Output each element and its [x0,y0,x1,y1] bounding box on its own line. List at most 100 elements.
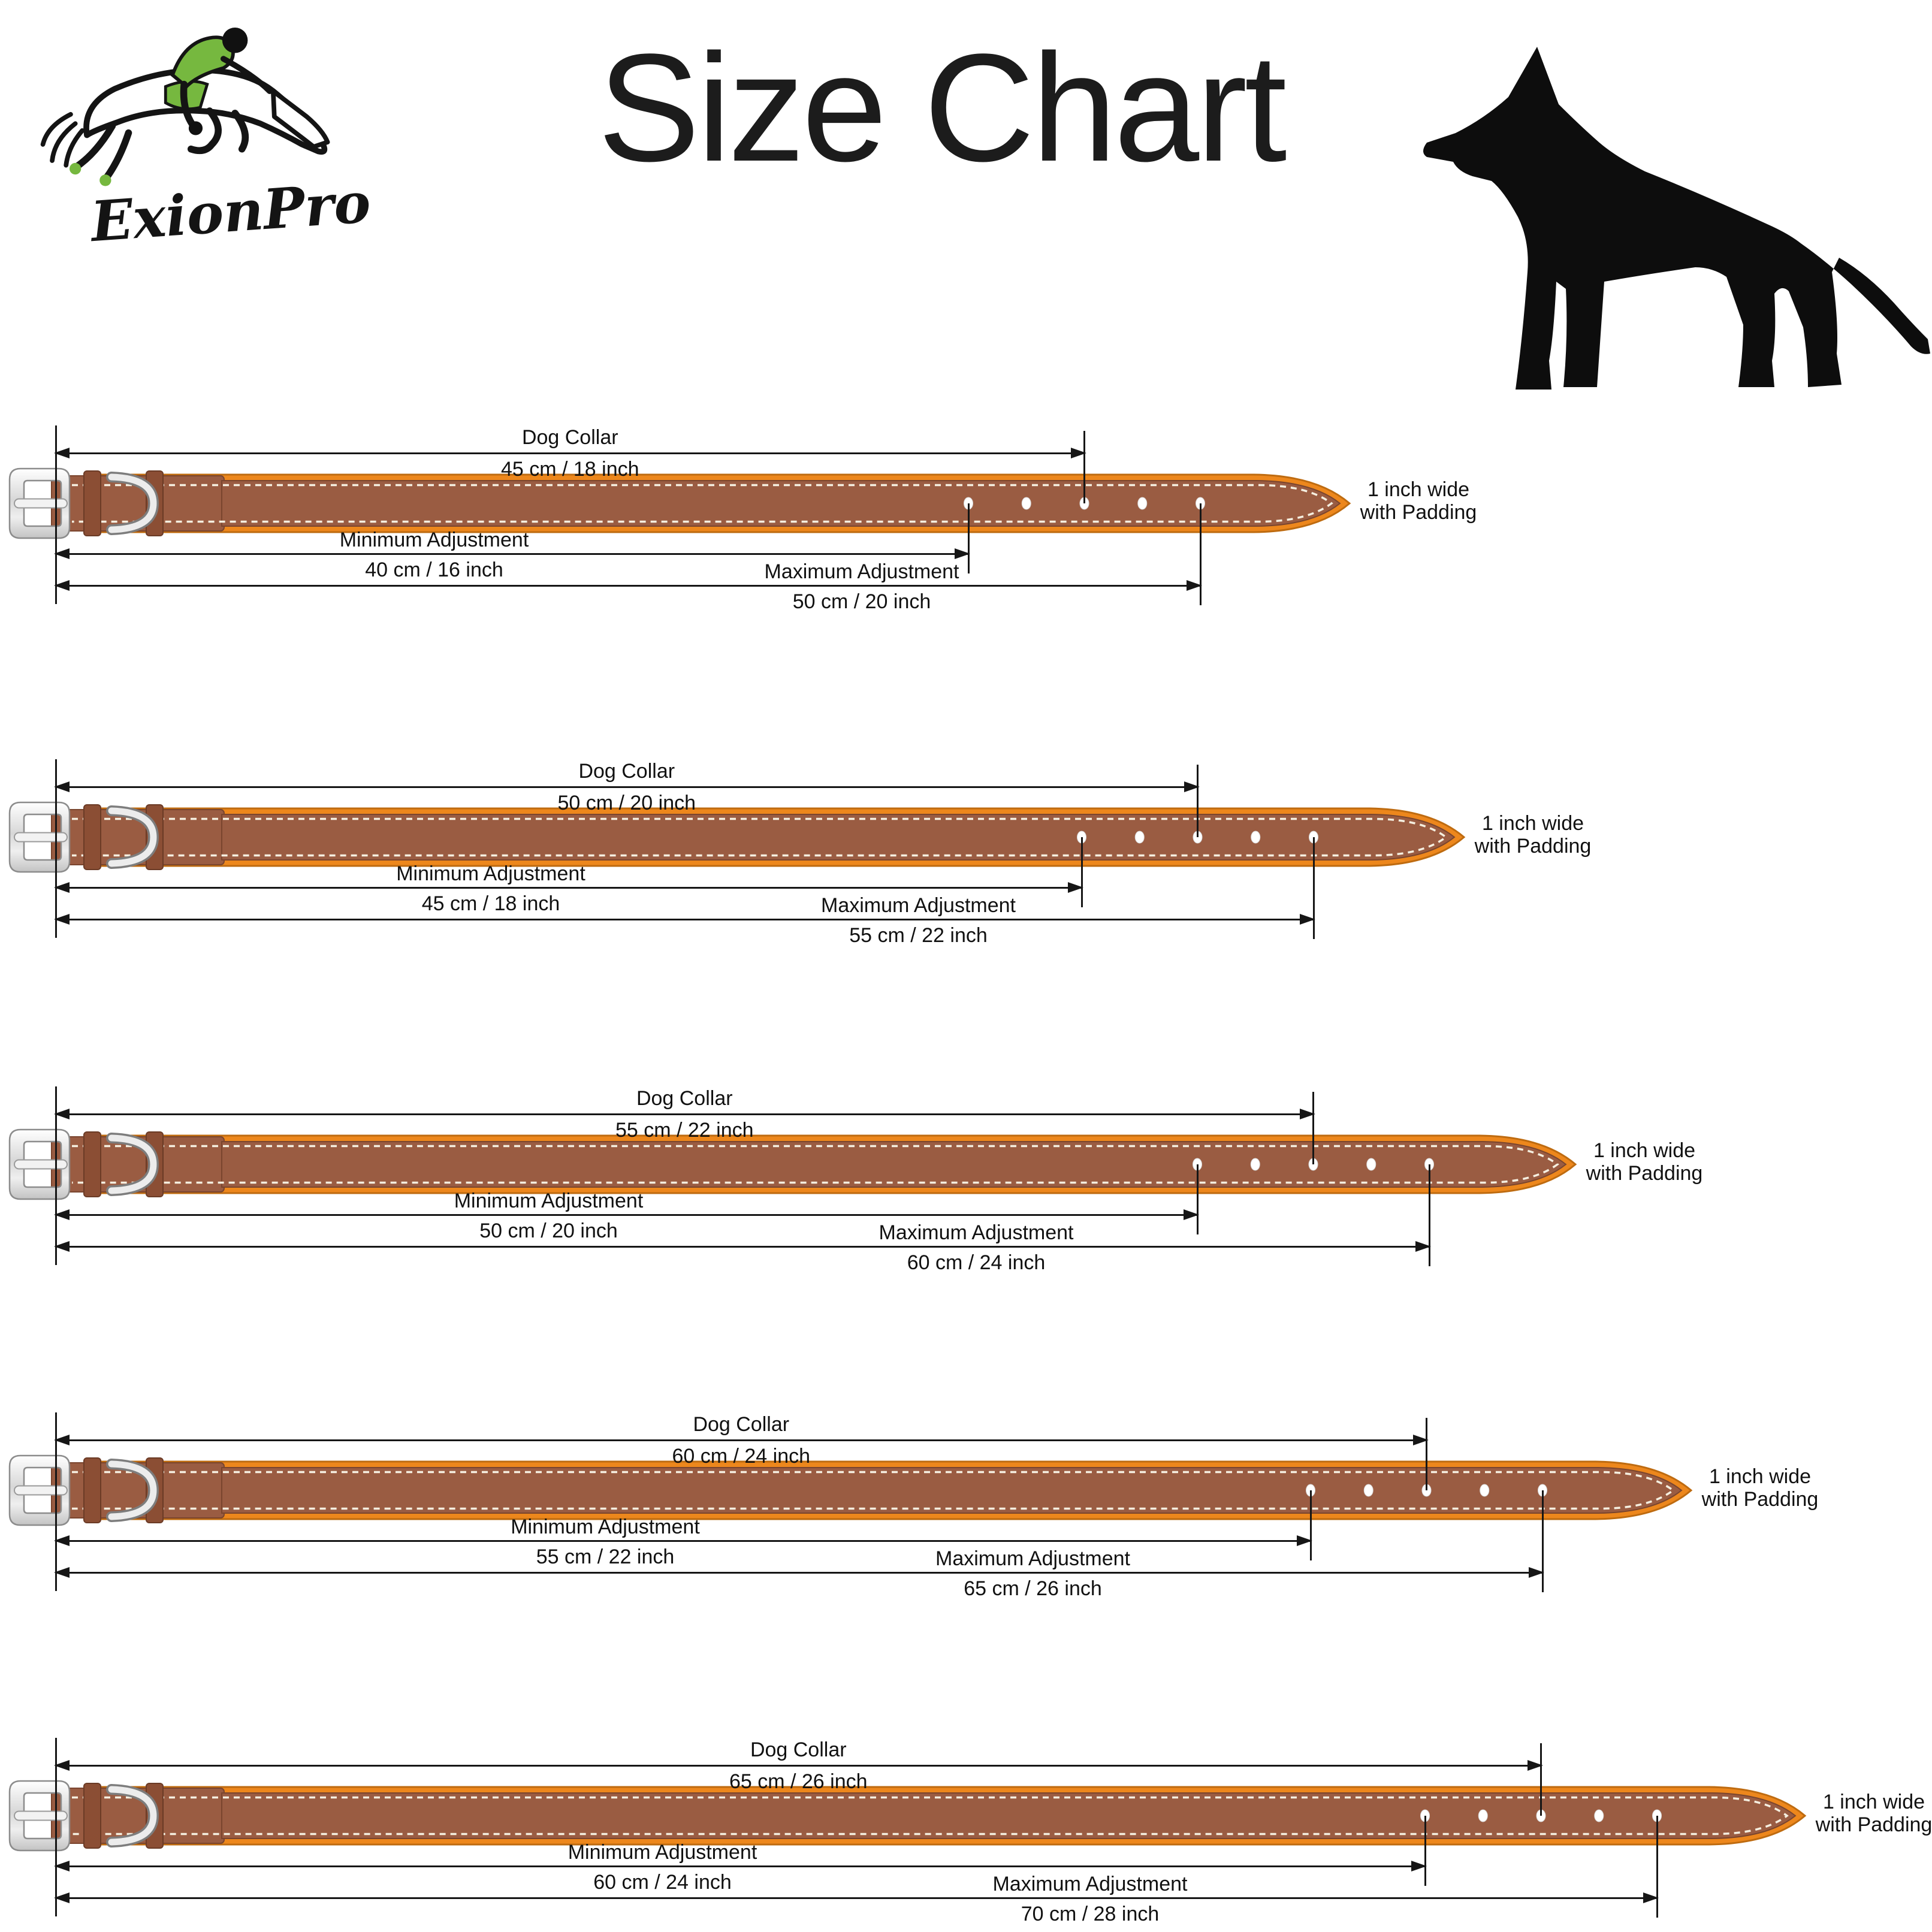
dog-collar-size-value: 50 cm / 20 inch [557,792,696,814]
maximum-adjustment-pointer-line [1312,837,1315,939]
arrowhead-right-icon [1299,1108,1315,1119]
collar-width-label-line2: with Padding [1360,501,1477,524]
d-ring-icon [108,473,157,533]
maximum-adjustment-dimension-line [54,579,1202,591]
rider-helmet [222,27,248,53]
collar-length-dimension-line [54,1108,1315,1119]
horse-head [271,89,330,149]
minimum-adjustment-label: Minimum Adjustment [567,1841,757,1864]
maximum-adjustment-label: Maximum Adjustment [821,894,1016,917]
extent-line [55,1086,57,1265]
arrowhead-right-icon [1529,1566,1544,1578]
collar-width-label-line1: 1 inch wide [1822,1791,1925,1813]
collar-hole [1363,1484,1373,1497]
extent-line [55,1412,57,1591]
arrowhead-right-icon [1184,781,1200,792]
buckle-pin [14,1810,68,1821]
rider-boot [188,121,203,135]
dog-collar-label: Dog Collar [578,760,675,783]
collar-hole [1250,1158,1260,1171]
page-title: Size Chart [597,22,1287,194]
collar-length-pointer-line [1540,1743,1542,1816]
extent-line [55,425,57,604]
minimum-adjustment-dimension-line [54,1860,1427,1871]
arrowhead-left-icon [54,1209,70,1220]
horse-legwrap [70,162,81,175]
collar-stitching [72,484,1333,523]
collar-width-label-line2: with Padding [1586,1162,1703,1185]
collar-leather-brown [221,1467,1683,1514]
arrowhead-left-icon [54,447,70,458]
collar-length-pointer-line [1312,1092,1314,1164]
maximum-adjustment-label: Maximum Adjustment [992,1873,1188,1895]
rider-arm [221,56,273,94]
arrowhead-right-icon [1412,1434,1429,1445]
minimum-adjustment-pointer-line [1424,1816,1426,1886]
collar-length-dimension-line [54,781,1200,792]
arrowhead-right-icon [1068,882,1083,893]
arrowhead-left-icon [54,882,70,893]
minimum-adjustment-pointer-line [1196,1164,1199,1234]
collar-width-label-line1: 1 inch wide [1481,812,1584,835]
arrowhead-right-icon [1187,579,1202,591]
arrowhead-left-icon [54,1434,70,1445]
dog-collar-illustration [8,1128,1577,1200]
maximum-adjustment-value: 50 cm / 20 inch [792,590,931,613]
collar-hole [1021,497,1031,510]
arrowhead-right-icon [955,548,970,559]
arrowhead-left-icon [54,1535,70,1546]
arrowhead-right-icon [1643,1892,1659,1903]
collar-width-label-line1: 1 inch wide [1593,1139,1696,1162]
arrowhead-left-icon [54,579,70,591]
dog-collar-label: Dog Collar [521,426,618,449]
maximum-adjustment-pointer-line [1541,1490,1544,1592]
collar-keeper-loop [83,804,101,870]
minimum-adjustment-label: Minimum Adjustment [511,1516,700,1538]
arrowhead-left-icon [54,548,70,559]
maximum-adjustment-pointer-line [1656,1816,1658,1918]
maximum-adjustment-dimension-line [54,1566,1544,1578]
maximum-adjustment-pointer-line [1428,1164,1430,1266]
collar-stitching [72,1796,1789,1836]
collar-keeper-loop [83,1131,101,1197]
arrowhead-left-icon [54,1108,70,1119]
minimum-adjustment-value: 60 cm / 24 inch [593,1871,732,1894]
collar-hole [1251,831,1261,844]
arrowhead-right-icon [1415,1240,1431,1252]
dog-collar-illustration [8,467,1351,539]
minimum-adjustment-value: 50 cm / 20 inch [479,1219,618,1242]
arrowhead-right-icon [1300,913,1315,925]
maximum-adjustment-value: 65 cm / 26 inch [964,1577,1102,1600]
buckle-pin [14,1485,68,1496]
dog-collar-size-value: 60 cm / 24 inch [672,1445,811,1468]
collar-leather-brown [221,1141,1567,1188]
extent-line [55,1738,57,1916]
collar-stitching [72,1145,1559,1184]
maximum-adjustment-dimension-line [54,1892,1659,1903]
buckle-pin [14,498,68,509]
collar-leather-brown [221,480,1341,527]
arrowhead-right-icon [1070,447,1086,458]
collar-hole [1137,497,1148,510]
jumping-horse-logo-icon [40,27,330,186]
arrowhead-left-icon [54,1892,70,1903]
dog-collar-size-value: 45 cm / 18 inch [500,458,639,481]
minimum-adjustment-pointer-line [967,503,970,573]
d-ring-icon [108,1786,157,1846]
buckle-pin [14,832,68,843]
arrowhead-right-icon [1184,1209,1199,1220]
d-ring-icon [108,807,157,867]
collar-hole [1134,831,1145,844]
collar-length-pointer-line [1083,431,1085,503]
arrowhead-left-icon [54,781,70,792]
collar-keeper-loop [83,1783,101,1849]
collar-width-label-line2: with Padding [1815,1813,1932,1836]
minimum-adjustment-pointer-line [1080,837,1083,907]
minimum-adjustment-label: Minimum Adjustment [396,862,585,885]
minimum-adjustment-dimension-line [54,1209,1199,1220]
collar-length-dimension-line [54,447,1086,458]
arrowhead-left-icon [54,1759,70,1771]
collar-keeper-loop [83,1457,101,1523]
german-shepherd-silhouette-icon [1423,47,1930,390]
collar-length-dimension-line [54,1759,1543,1771]
